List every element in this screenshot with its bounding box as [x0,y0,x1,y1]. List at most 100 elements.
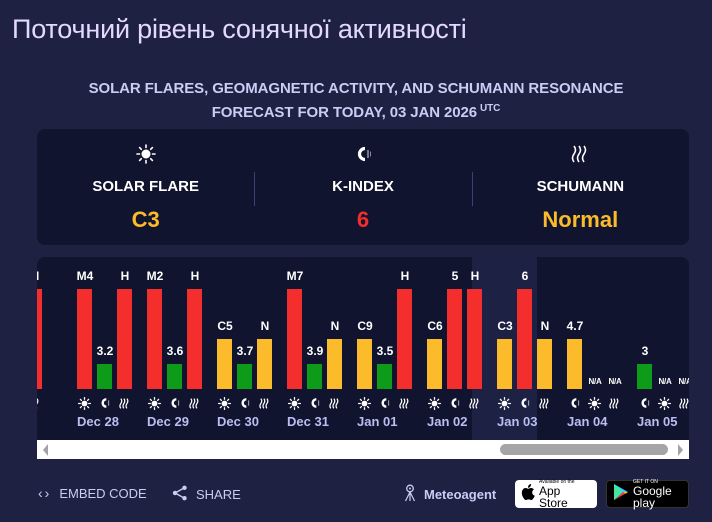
scroll-thumb[interactable] [500,444,668,455]
magnet-icon [637,396,652,410]
flare-value-label: N/A [658,377,672,386]
kindex-value-label: 3.7 [236,344,254,358]
magnet-icon [447,396,462,410]
day-date-label: Dec 28 [77,414,119,429]
day-group[interactable]: M2 3.6 H Dec 29 [127,257,202,440]
waves-icon [607,396,622,410]
kindex-value-label: 3.6 [166,344,184,358]
play-icon [613,483,629,506]
scroll-left-arrow[interactable] [43,444,48,456]
chart-scrollbar[interactable] [37,440,689,459]
appstore-small-text: Available on the [539,478,575,485]
google-play-button[interactable]: GET IT ON Google play [606,478,689,509]
schumann-value-label: H [400,269,410,283]
schumann-value-label: N [540,319,550,333]
kindex-bar [167,364,182,389]
kindex-value-label: 3 [641,344,649,358]
share-button[interactable]: SHARE [172,485,241,504]
day-group[interactable]: C9 3.5 H Jan 01 [337,257,412,440]
kindex-bar [567,339,582,389]
summary-label: K-INDEX [332,178,394,195]
kindex-bar [517,289,532,389]
kindex-value-label: 3.5 [376,344,394,358]
day-group[interactable]: C3 6 N Jan 03 [477,257,552,440]
waves-icon [472,143,689,165]
subtitle-line-1: SOLAR FLARES, GEOMAGNETIC ACTIVITY, AND … [88,80,624,97]
day-date-label: Dec 30 [217,414,259,429]
waves-icon [327,396,342,410]
kindex-value-label: 5 [451,269,459,283]
summary-label: SCHUMANN [536,178,625,195]
day-date-label: Jan 03 [497,414,538,429]
kindex-bar [447,289,462,389]
kindex-value-label: 3.9 [306,344,324,358]
appstore-big-text: App Store [539,483,568,510]
embed-code-button[interactable]: ‹› EMBED CODE [38,485,147,501]
flare-bar [357,339,372,389]
schumann-value-label: N [260,319,270,333]
flare-value-label: C9 [357,319,373,333]
embed-code-label: EMBED CODE [59,485,147,501]
flare-bar [427,339,442,389]
sun-icon [497,396,512,410]
kindex-bar [637,364,652,389]
day-group[interactable]: 4.7 N/A N/A Jan 04 [547,257,622,440]
summary-value: Normal [542,207,619,232]
kindex-value-label: 6 [521,269,529,283]
summary-schumann: SCHUMANN Normal [471,129,689,245]
kindex-bar [237,364,252,389]
kindex-value-label: 4.7 [566,319,584,333]
subtitle-line-2: FORECAST FOR TODAY, 03 JAN 2026 [211,104,478,121]
kindex-bar [97,364,112,389]
forecast-subtitle: SOLAR FLARES, GEOMAGNETIC ACTIVITY, AND … [0,79,712,123]
day-group[interactable]: H [37,257,57,440]
magnet-icon [97,396,112,410]
schumann-value-label: N/A [608,377,622,386]
sun-icon [287,396,302,410]
day-group[interactable]: M7 3.9 N Dec 31 [267,257,342,440]
apple-icon [521,483,535,505]
schumann-bar [467,289,482,389]
sun-icon [587,396,602,410]
waves-icon [117,396,132,410]
kindex-bar [377,364,392,389]
forecast-chart[interactable]: H M4 3.2 H Dec 28 M2 3.6 H Dec 29 C53.7 N Dec 30 M7 3… [37,257,689,440]
schumann-bar [397,289,412,389]
flare-value-label: C5 [217,319,233,333]
sun-icon [77,396,92,410]
flare-bar [147,289,162,389]
day-group[interactable]: C6 5 H Jan 02 [407,257,482,440]
day-group[interactable]: C5 3.7 N Dec 30 [197,257,272,440]
sun-icon [427,396,442,410]
schumann-value-label: N [330,319,340,333]
summary-label: SOLAR FLARE [92,178,199,195]
day-group[interactable]: M4 3.2 H Dec 28 [57,257,132,440]
day-group[interactable]: 3 N/A N/A Jan 05 [617,257,689,440]
flare-bar [497,339,512,389]
summary-panel: SOLAR FLARE C3 K-INDEX 6 SCHUMANN Normal [37,129,689,245]
waves-icon [677,396,689,410]
flare-value-label: M2 [146,269,164,283]
flare-bar [217,339,232,389]
app-store-button[interactable]: Available on the App Store [515,478,597,510]
meteoagent-brand[interactable]: Meteoagent [404,484,496,505]
kindex-value-label: 3.2 [96,344,114,358]
schumann-bar [187,289,202,389]
schumann-value-label: H [470,269,480,283]
sun-icon [147,396,162,410]
schumann-bar [537,339,552,389]
magnet-icon [307,396,322,410]
waves-icon [257,396,272,410]
kindex-bar [307,364,322,389]
waves-icon [37,396,42,410]
schumann-bar [117,289,132,389]
scroll-right-arrow[interactable] [678,444,683,456]
schumann-value-label: H [120,269,130,283]
flare-bar [77,289,92,389]
schumann-value-label: N/A [678,377,689,386]
schumann-bar [327,339,342,389]
gplay-small-text: GET IT ON [633,478,658,485]
flare-value-label: N/A [588,377,602,386]
magnet-icon [254,143,471,165]
day-date-label: Jan 02 [427,414,468,429]
